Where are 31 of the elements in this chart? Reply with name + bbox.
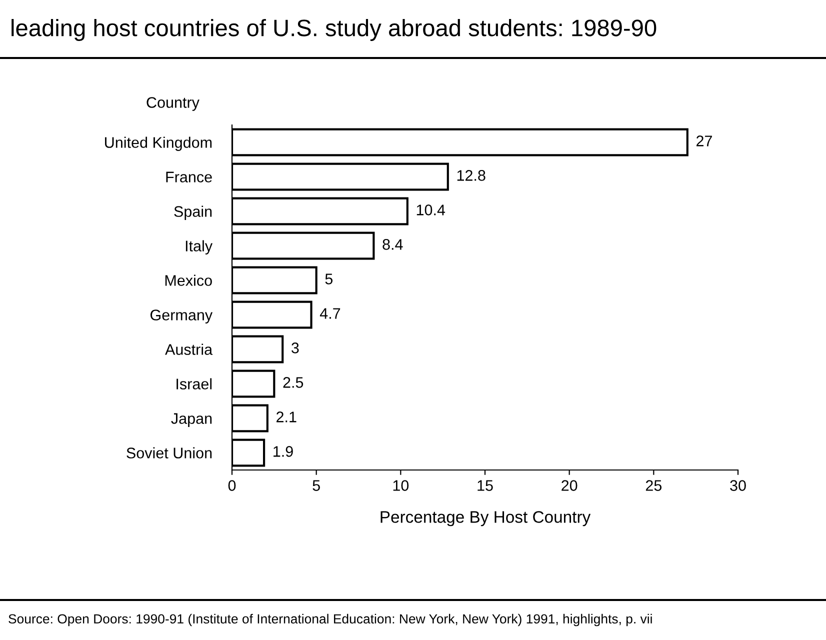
y-tick-label: Germany [150, 310, 213, 324]
x-tick-label: 0 [228, 480, 236, 491]
y-tick-label: United Kingdom [105, 136, 212, 151]
data-label: 5 [325, 274, 333, 284]
data-label: 1.9 [274, 446, 293, 457]
y-tick-label: France [166, 172, 212, 182]
x-tick-label: 20 [562, 480, 578, 491]
y-tick-label: Japan [171, 413, 212, 427]
y-tick-label: Austria [165, 344, 213, 355]
y-axis-title: Country [146, 97, 200, 111]
x-tick-label: 30 [730, 480, 746, 491]
x-tick-label: 25 [646, 480, 662, 491]
data-label: 3 [292, 342, 299, 354]
data-label: 27 [696, 136, 712, 146]
data-label: 8.4 [382, 239, 403, 250]
y-tick-label: Spain [174, 206, 212, 220]
source-note: Source: Open Doors: 1990-91 (Institute of International Education: New York, New York) 1991, highlights, p. vii [8, 614, 652, 626]
data-label: 10.4 [416, 204, 446, 216]
chart-title: leading host countries of U.S. study abroad students: 1989-90 [12, 18, 656, 42]
y-tick-label: Israel [176, 378, 212, 390]
data-label: 12.8 [457, 170, 486, 181]
y-tick-label: Italy [186, 240, 213, 254]
y-tick-label: Soviet Union [126, 447, 212, 458]
x-axis-title: Percentage By Host Country [380, 511, 591, 526]
data-label: 4.7 [320, 308, 340, 319]
x-tick-label: 10 [393, 480, 409, 491]
x-tick-label: 5 [312, 480, 320, 491]
data-label: 2.1 [276, 412, 296, 422]
x-tick-label: 15 [478, 480, 493, 491]
y-tick-label: Mexico [165, 274, 212, 286]
data-label: 2.5 [283, 377, 304, 388]
